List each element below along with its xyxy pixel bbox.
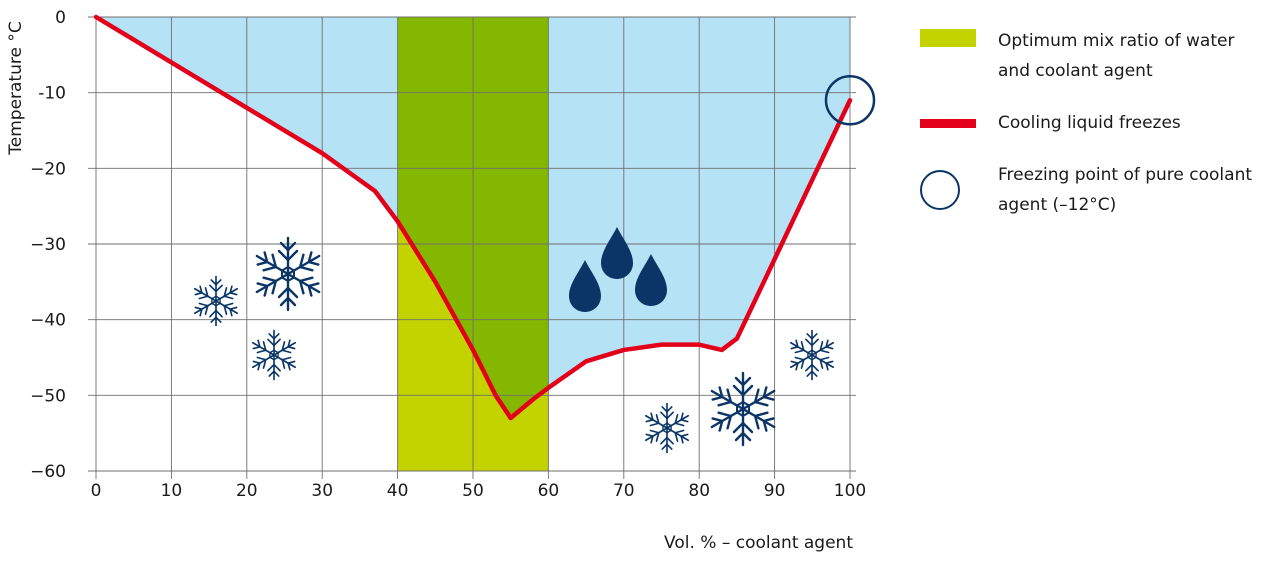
legend-swatch-freezes — [920, 119, 976, 128]
x-tick-label: 70 — [613, 481, 635, 501]
legend-label-optimum: Optimum mix ratio of water and coolant a… — [998, 31, 1235, 81]
y-tick-label: −30 — [30, 235, 66, 255]
y-tick-label: −60 — [30, 462, 66, 482]
snowflake-icon — [252, 238, 323, 310]
y-tick-label: -10 — [38, 84, 66, 104]
snowflake-icon — [788, 331, 837, 380]
legend-item-freezes: Cooling liquid freezes — [918, 108, 1268, 138]
snowflake-icon — [707, 373, 778, 445]
x-tick-label: 80 — [688, 481, 710, 501]
x-tick-label: 50 — [462, 481, 484, 501]
snowflake-icon — [643, 404, 692, 453]
freezing-point-chart: 0 10 20 30 40 50 60 70 80 90 100 0 -10 −20 −30 −40 −50 −6… — [6, 8, 876, 553]
snowflake-icon — [250, 331, 299, 380]
x-tick-label: 10 — [161, 481, 183, 501]
legend-label-freezes: Cooling liquid freezes — [998, 113, 1181, 133]
pure-agent-freezing-point-marker — [824, 74, 876, 126]
legend-item-optimum: Optimum mix ratio of water and coolant a… — [918, 26, 1268, 86]
x-axis-label: Vol. % – coolant agent — [664, 533, 853, 553]
x-tick-label: 60 — [538, 481, 560, 501]
x-tick-label: 90 — [764, 481, 786, 501]
snowflake-icon — [192, 277, 241, 326]
legend-label-freezing-point: Freezing point of pure coolant agent (–1… — [998, 165, 1253, 215]
legend-swatch-optimum — [920, 29, 976, 47]
y-tick-label: −40 — [30, 311, 66, 331]
x-tick-label: 40 — [387, 481, 409, 501]
grid — [88, 16, 856, 479]
x-tick-label: 20 — [236, 481, 258, 501]
x-tick-label: 0 — [91, 481, 102, 501]
y-tick-label: −50 — [30, 386, 66, 406]
freezing-line — [93, 14, 853, 421]
y-tick-label: 0 — [55, 8, 66, 28]
y-axis-label: Temperature °C — [6, 21, 26, 155]
y-tick-label: −20 — [30, 159, 66, 179]
x-tick-label: 100 — [834, 481, 866, 501]
legend-swatch-circle-icon — [920, 170, 960, 210]
legend-item-freezing-point: Freezing point of pure coolant agent (–1… — [918, 160, 1268, 220]
legend: Optimum mix ratio of water and coolant a… — [918, 26, 1268, 220]
x-tick-label: 30 — [311, 481, 333, 501]
